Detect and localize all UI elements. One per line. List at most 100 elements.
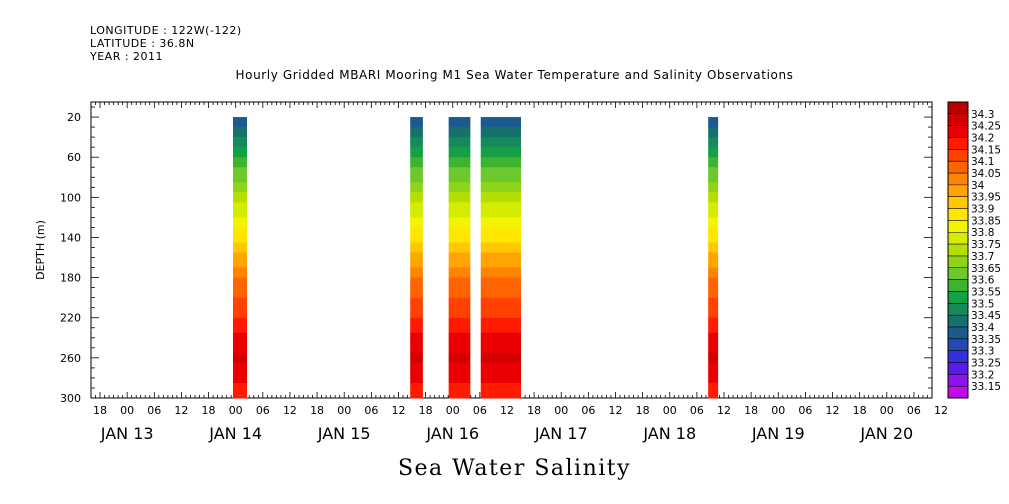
x-tick-label: 06 xyxy=(907,404,921,417)
salinity-cell xyxy=(448,212,471,218)
x-tick-label: 00 xyxy=(337,404,351,417)
colorbar-label: 34.2 xyxy=(971,133,994,145)
salinity-cell xyxy=(410,147,423,153)
colorbar-swatch xyxy=(948,173,968,186)
salinity-cell xyxy=(480,197,521,203)
colorbar-label: 33.45 xyxy=(971,310,1001,322)
chart-title: Hourly Gridded MBARI Mooring M1 Sea Wate… xyxy=(235,68,794,82)
salinity-cell xyxy=(448,272,471,279)
y-tick-label: 20 xyxy=(67,111,81,124)
salinity-cell xyxy=(480,237,521,243)
salinity-cell xyxy=(708,227,719,233)
salinity-cell xyxy=(708,377,719,384)
salinity-cell xyxy=(708,382,719,389)
salinity-cell xyxy=(232,282,247,289)
salinity-cell xyxy=(448,157,471,163)
salinity-cell xyxy=(480,172,521,178)
colorbar-label: 33.15 xyxy=(971,381,1001,393)
x-tick-label: 00 xyxy=(446,404,460,417)
salinity-cell xyxy=(708,302,719,309)
salinity-cell xyxy=(232,222,247,228)
date-label: JAN 16 xyxy=(425,424,479,443)
salinity-cell xyxy=(410,177,423,183)
x-tick-label: 12 xyxy=(934,404,948,417)
salinity-cell xyxy=(480,162,521,168)
salinity-cell xyxy=(480,307,521,314)
salinity-cell xyxy=(708,132,719,138)
latitude-label: LATITUDE : 36.8N xyxy=(90,37,195,50)
x-tick-label: 18 xyxy=(527,404,541,417)
colorbar-swatch xyxy=(948,113,968,126)
salinity-cell xyxy=(708,392,719,399)
colorbar-label: 33.7 xyxy=(971,251,994,263)
x-tick-label: 00 xyxy=(663,404,677,417)
salinity-cell xyxy=(410,307,423,314)
colorbar-label: 33.6 xyxy=(971,275,995,287)
x-tick-label: 12 xyxy=(826,404,840,417)
salinity-cell xyxy=(410,362,423,369)
salinity-cell xyxy=(448,237,471,243)
salinity-cell xyxy=(410,257,423,264)
salinity-cell xyxy=(480,127,521,133)
salinity-cell xyxy=(448,197,471,203)
salinity-cell xyxy=(232,347,247,354)
salinity-cell xyxy=(232,327,247,334)
salinity-cell xyxy=(480,192,521,198)
salinity-cell xyxy=(232,252,247,259)
y-tick-label: 140 xyxy=(60,231,81,244)
x-tick-label: 18 xyxy=(744,404,758,417)
colorbar-swatch xyxy=(948,184,968,198)
salinity-cell xyxy=(232,362,247,369)
salinity-cell xyxy=(448,182,471,188)
salinity-cell xyxy=(448,302,471,309)
salinity-cell xyxy=(480,147,521,153)
colorbar-swatch xyxy=(948,326,968,340)
salinity-cell xyxy=(448,312,471,319)
y-axis-label: DEPTH (m) xyxy=(34,220,47,280)
colorbar-label: 34.3 xyxy=(971,109,994,121)
salinity-cell xyxy=(448,372,471,379)
salinity-cell xyxy=(410,132,423,138)
salinity-cell xyxy=(410,117,423,123)
salinity-cell xyxy=(480,367,521,374)
salinity-cell xyxy=(480,382,521,389)
colorbar-swatch xyxy=(948,362,968,375)
x-tick-label: 06 xyxy=(581,404,595,417)
salinity-cell xyxy=(410,127,423,133)
salinity-cell xyxy=(410,237,423,243)
salinity-cell xyxy=(410,282,423,289)
salinity-cell xyxy=(232,172,247,178)
salinity-cell xyxy=(410,242,423,248)
salinity-cell xyxy=(480,327,521,334)
salinity-cell xyxy=(480,207,521,213)
salinity-cell xyxy=(410,272,423,279)
salinity-cell xyxy=(708,317,719,324)
colorbar-swatch xyxy=(948,149,968,162)
salinity-cell xyxy=(232,287,247,294)
salinity-cell xyxy=(708,172,719,178)
salinity-cell xyxy=(480,232,521,238)
colorbar-label: 33.3 xyxy=(971,346,994,358)
salinity-cell xyxy=(448,252,471,259)
salinity-cell xyxy=(708,242,719,248)
y-tick-label: 100 xyxy=(60,191,81,204)
salinity-cell xyxy=(410,207,423,213)
date-label: JAN 17 xyxy=(534,424,588,443)
salinity-cell xyxy=(480,227,521,233)
colorbar-label: 33.25 xyxy=(971,357,1001,369)
colorbar-label: 34.1 xyxy=(971,156,994,168)
x-tick-label: 06 xyxy=(147,404,161,417)
salinity-cell xyxy=(232,157,247,163)
colorbar-swatch xyxy=(948,315,968,328)
y-tick-label: 60 xyxy=(67,151,81,164)
salinity-cell xyxy=(232,317,247,324)
salinity-cell xyxy=(232,332,247,339)
salinity-cell xyxy=(480,312,521,319)
salinity-cell xyxy=(708,167,719,173)
salinity-cell xyxy=(410,387,423,394)
salinity-cell xyxy=(448,377,471,384)
salinity-cell xyxy=(232,232,247,238)
date-label: JAN 19 xyxy=(751,424,805,443)
salinity-cell xyxy=(708,292,719,299)
salinity-cell xyxy=(410,222,423,228)
